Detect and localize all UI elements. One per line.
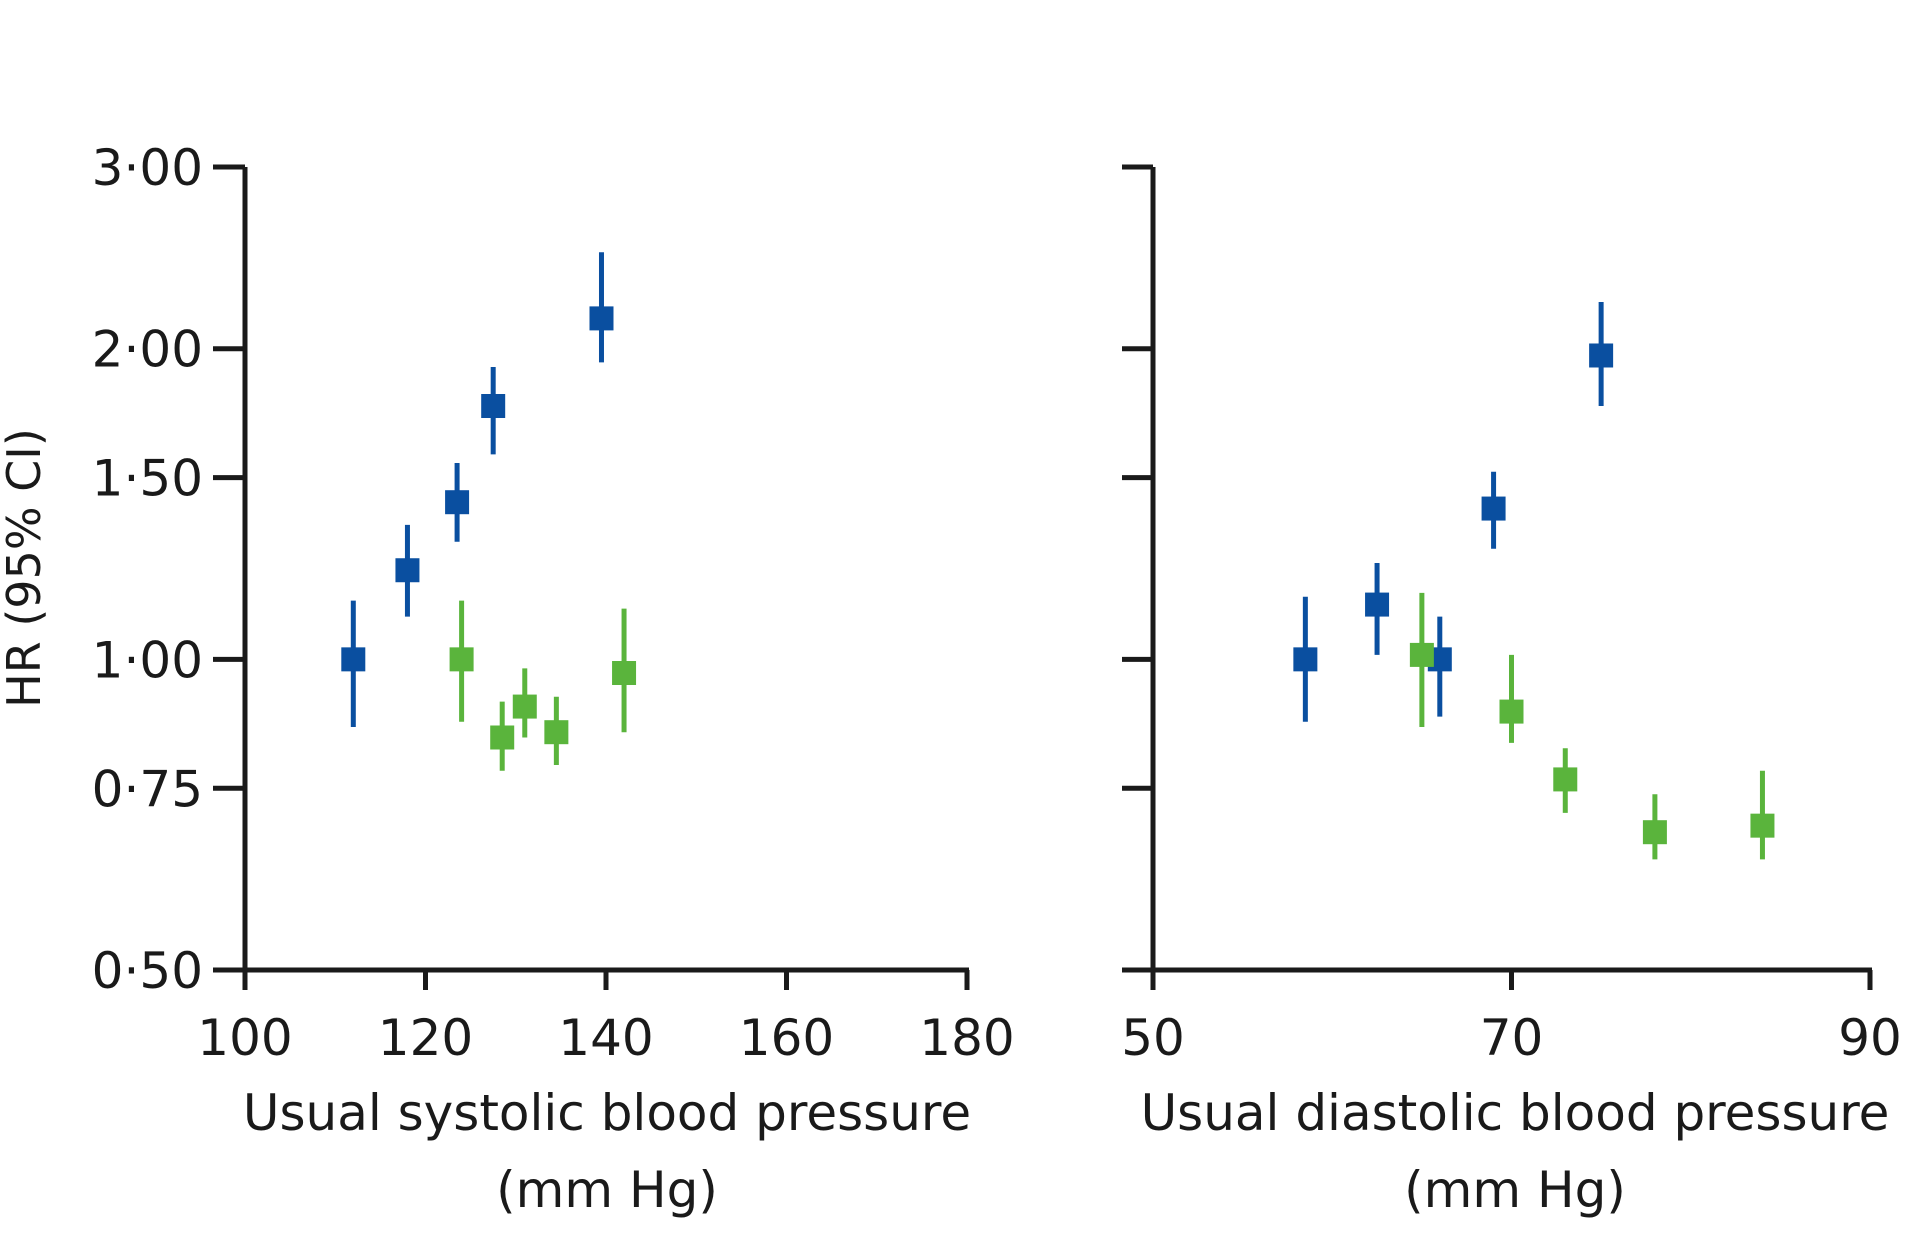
y-tick-label: 1·50: [92, 450, 203, 508]
blue-point: [1293, 647, 1318, 672]
y-tick-label: 0·75: [92, 760, 203, 818]
green-point: [612, 661, 637, 686]
green-point: [1750, 813, 1775, 838]
y-tick-label: 0·50: [92, 942, 203, 1000]
green-point: [449, 647, 474, 672]
blue-point: [1481, 496, 1506, 521]
blue-point: [589, 306, 614, 331]
green-point: [544, 720, 569, 745]
blue-point: [395, 558, 420, 583]
blue-point: [445, 490, 470, 515]
green-point: [1642, 820, 1667, 845]
x-tick-label: 100: [197, 1009, 292, 1067]
x-tick-label: 140: [558, 1009, 653, 1067]
blue-point: [341, 647, 366, 672]
blue-point: [1589, 343, 1614, 368]
green-point: [512, 694, 537, 719]
x-tick-label: 180: [919, 1009, 1014, 1067]
x-axis-title-unit: (mm Hg): [1404, 1161, 1626, 1219]
y-tick-label: 2·00: [92, 321, 203, 379]
y-tick-label: 3·00: [92, 139, 203, 197]
green-point: [490, 725, 515, 750]
blue-point: [1365, 592, 1390, 617]
y-axis-title: HR (95% CI): [0, 428, 51, 708]
blue-point: [481, 394, 506, 419]
x-tick-label: 120: [378, 1009, 473, 1067]
x-axis-title: Usual diastolic blood pressure: [1141, 1084, 1890, 1142]
x-tick-label: 70: [1480, 1009, 1544, 1067]
x-tick-label: 90: [1838, 1009, 1902, 1067]
green-point: [1499, 699, 1524, 724]
x-axis-title-unit: (mm Hg): [496, 1161, 718, 1219]
x-axis-title: Usual systolic blood pressure: [243, 1084, 971, 1142]
x-tick-label: 160: [739, 1009, 834, 1067]
x-tick-label: 50: [1121, 1009, 1185, 1067]
y-tick-label: 1·00: [92, 631, 203, 689]
green-point: [1553, 767, 1578, 792]
systolic-panel: 0·50 0·75 1·00 1·50 2·00 3·00 100 120 140 160 180 U…: [0, 139, 1015, 1219]
diastolic-panel: 50 70 90 Usual diastolic blood pressure (mm …: [1121, 164, 1902, 1219]
green-point: [1409, 642, 1434, 667]
